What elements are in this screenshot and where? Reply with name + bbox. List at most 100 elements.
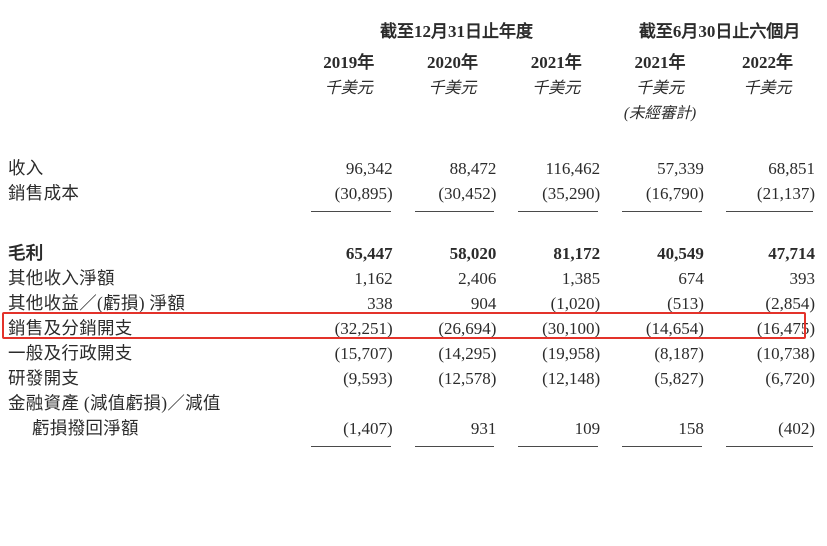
table-row: 其他收益／(虧損) 淨額 338 904 (1,020) (513) (2,854) xyxy=(0,288,827,314)
row-value: 57,339 xyxy=(657,159,704,178)
row-value xyxy=(716,388,827,413)
row-value: (513) xyxy=(667,294,704,313)
underline-cell xyxy=(612,203,716,212)
underline-spacer xyxy=(0,203,301,212)
row-value: (14,654) xyxy=(645,319,704,338)
row-value: 96,342 xyxy=(345,159,393,178)
row-value: (10,738) xyxy=(756,344,815,363)
row-value: 1,385 xyxy=(561,269,601,288)
row-value: 116,462 xyxy=(545,159,601,178)
row-value: (16,475) xyxy=(756,319,815,338)
row-label: 金融資產 (減值虧損)／減值 xyxy=(8,393,221,413)
row-value: 931 xyxy=(470,419,497,438)
underline-bar xyxy=(725,446,813,447)
header-year-2020: 2020年 xyxy=(427,53,479,72)
row-value: 904 xyxy=(470,294,497,313)
row-value: (6,720) xyxy=(765,369,815,388)
header-unit-2020: 千美元 xyxy=(428,80,477,97)
underline-cell xyxy=(405,438,509,447)
row-value: (1,407) xyxy=(343,419,393,438)
row-label: 收入 xyxy=(8,158,44,178)
header-group-blank xyxy=(0,22,301,45)
header-audit-pad-3 xyxy=(508,98,612,123)
table-row: 一般及行政開支 (15,707) (14,295) (19,958) (8,187) (1… xyxy=(0,338,827,364)
underline-bar xyxy=(518,211,599,212)
row-value: 2,406 xyxy=(458,269,497,288)
row-value xyxy=(612,388,716,413)
row-value: (30,100) xyxy=(542,319,601,338)
underline-cell xyxy=(405,203,509,212)
row-label: 虧損撥回淨額 xyxy=(32,418,139,438)
row-value: (12,578) xyxy=(438,369,497,388)
table-row: 研發開支 (9,593) (12,578) (12,148) (5,827) (6,720… xyxy=(0,363,827,389)
row-value xyxy=(405,388,509,413)
row-value: (1,020) xyxy=(550,294,601,313)
header-group-annual: 截至12月31日止年度 xyxy=(380,22,534,41)
row-value: 338 xyxy=(367,294,393,313)
row-label: 銷售及分銷開支 xyxy=(8,318,133,338)
underline-bar xyxy=(414,446,495,447)
row-value: (35,290) xyxy=(542,184,601,203)
row-label: 其他收益／(虧損) 淨額 xyxy=(8,293,186,313)
header-top-spacer xyxy=(0,0,827,22)
header-year-blank xyxy=(0,45,301,72)
row-value: (14,295) xyxy=(438,344,497,363)
header-unit-blank xyxy=(0,72,301,98)
row-value: (15,707) xyxy=(334,344,393,363)
underline-cell xyxy=(301,203,405,212)
financial-table: 截至12月31日止年度 截至6月30日止六個月 2019年 2020年 2021… xyxy=(0,0,827,447)
header-unit-2019: 千美元 xyxy=(324,80,373,97)
row-value: (30,895) xyxy=(334,184,393,203)
table-body: 收入 96,342 88,472 116,462 57,339 68,851 銷售成本 (30… xyxy=(0,153,827,447)
row-value: (5,827) xyxy=(654,369,704,388)
row-value: (16,790) xyxy=(645,184,704,203)
header-bottom-spacer xyxy=(0,123,827,153)
row-value: (32,251) xyxy=(334,319,393,338)
table-row: 其他收入淨額 1,162 2,406 1,385 674 393 xyxy=(0,263,827,289)
table-row: 虧損撥回淨額 (1,407) 931 109 158 (402) xyxy=(0,413,827,439)
underline-cell xyxy=(301,438,405,447)
underline-cell xyxy=(508,438,612,447)
row-label: 銷售成本 xyxy=(8,183,80,203)
underline-bar xyxy=(622,211,702,212)
underline-spacer xyxy=(0,438,301,447)
header-unit-2021-annual: 千美元 xyxy=(532,80,581,97)
header-group-row: 截至12月31日止年度 截至6月30日止六個月 xyxy=(0,22,827,45)
table-row: 金融資產 (減值虧損)／減值 xyxy=(0,388,827,413)
row-label: 一般及行政開支 xyxy=(8,343,133,363)
row-value: 1,162 xyxy=(354,269,393,288)
header-year-row: 2019年 2020年 2021年 2021年 2022年 xyxy=(0,45,827,72)
row-label: 研發開支 xyxy=(8,368,80,388)
table-row: 收入 96,342 88,472 116,462 57,339 68,851 xyxy=(0,153,827,179)
row-value xyxy=(508,388,612,413)
table-row: 銷售成本 (30,895) (30,452) (35,290) (16,790) (21,… xyxy=(0,178,827,204)
row-underline xyxy=(0,203,827,212)
row-value: (2,854) xyxy=(765,294,815,313)
underline-bar xyxy=(725,211,813,212)
underline-cell xyxy=(716,438,827,447)
header-unit-row: 千美元 千美元 千美元 千美元 千美元 xyxy=(0,72,827,98)
header-unit-2022-interim: 千美元 xyxy=(743,80,792,97)
row-value: 109 xyxy=(574,419,601,438)
underline-cell xyxy=(612,438,716,447)
row-label: 毛利 xyxy=(8,243,44,263)
row-gap xyxy=(0,212,827,238)
row-value: (21,137) xyxy=(756,184,815,203)
row-value: (9,593) xyxy=(343,369,393,388)
underline-bar xyxy=(310,446,391,447)
underline-bar xyxy=(414,211,495,212)
row-value: 65,447 xyxy=(345,244,393,263)
header-audit-note-row: (未經審計) xyxy=(0,98,827,123)
underline-bar xyxy=(622,446,702,447)
row-value: 58,020 xyxy=(449,244,497,263)
row-value: (30,452) xyxy=(438,184,497,203)
row-value: (8,187) xyxy=(654,344,704,363)
underline-cell xyxy=(716,203,827,212)
row-value: 68,851 xyxy=(768,159,815,178)
row-value: 158 xyxy=(678,419,704,438)
header-audit-pad-1 xyxy=(301,98,405,123)
row-value: 674 xyxy=(678,269,704,288)
header-year-2022-interim: 2022年 xyxy=(741,53,793,72)
header-year-2021-interim: 2021年 xyxy=(634,53,686,72)
